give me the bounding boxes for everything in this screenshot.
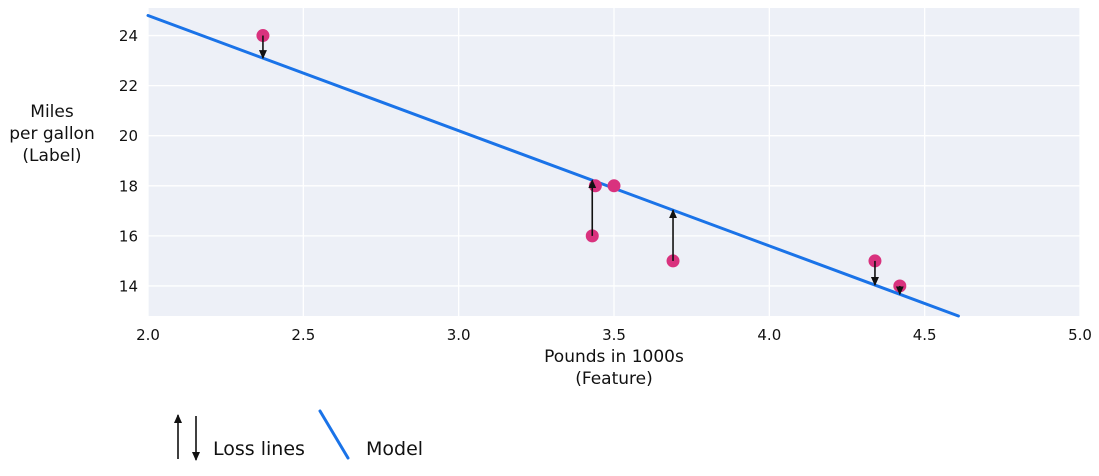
x-tick-label: 5.0 — [1068, 326, 1092, 344]
x-axis-label-line1: Pounds in 1000s — [544, 347, 684, 367]
loss-arrows — [258, 35, 904, 296]
y-axis-label-line3: (Label) — [22, 146, 81, 166]
legend-model-label: Model — [366, 438, 423, 460]
x-tick-label: 2.5 — [291, 326, 315, 344]
y-axis-label-line1: Miles — [30, 102, 74, 122]
y-tick-label: 20 — [119, 127, 138, 145]
x-tick-labels: 2.0 2.5 3.0 3.5 4.0 4.5 5.0 — [136, 326, 1092, 344]
y-tick-label: 14 — [119, 277, 138, 295]
x-axis-label-line2: (Feature) — [575, 369, 653, 389]
y-tick-labels: 14 16 18 20 22 24 — [119, 27, 138, 295]
legend-model-line-icon — [318, 409, 350, 460]
x-tick-label: 4.0 — [757, 326, 781, 344]
data-point — [588, 179, 602, 193]
y-tick-label: 18 — [119, 177, 138, 195]
x-tick-label: 2.0 — [136, 326, 160, 344]
x-tick-label: 3.0 — [447, 326, 471, 344]
y-tick-label: 22 — [119, 77, 138, 95]
y-tick-label: 16 — [119, 227, 138, 245]
legend-loss-label: Loss lines — [213, 438, 305, 460]
x-tick-label: 3.5 — [602, 326, 626, 344]
y-tick-label: 24 — [119, 27, 138, 45]
legend: Loss lines Model — [174, 409, 423, 461]
y-axis-label-line2: per gallon — [9, 124, 94, 144]
data-point — [607, 179, 621, 193]
model-line — [146, 14, 960, 318]
x-tick-label: 4.5 — [913, 326, 937, 344]
